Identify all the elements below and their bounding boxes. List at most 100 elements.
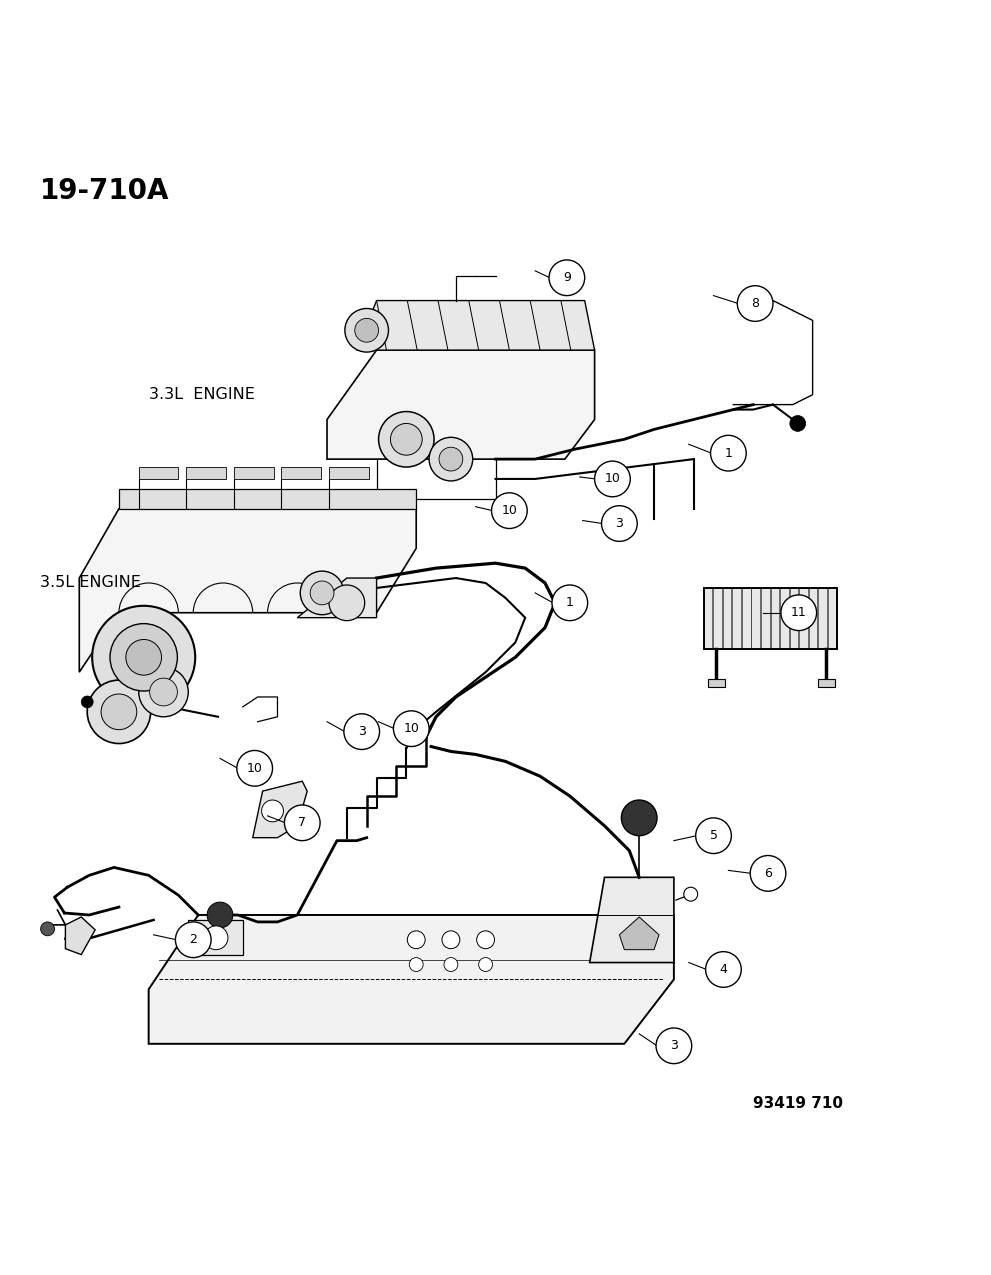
Circle shape (204, 926, 228, 950)
Bar (771, 588, 779, 649)
Text: 1: 1 (566, 597, 574, 609)
Circle shape (750, 856, 786, 891)
Circle shape (126, 640, 162, 676)
Text: 2: 2 (189, 933, 197, 946)
Text: 8: 8 (751, 297, 759, 310)
Text: 93419 710: 93419 710 (753, 1096, 843, 1112)
Circle shape (621, 799, 657, 835)
Circle shape (781, 595, 817, 631)
Circle shape (390, 423, 422, 455)
Bar (329, 467, 369, 479)
Bar (819, 588, 827, 649)
Circle shape (300, 571, 344, 615)
Circle shape (379, 412, 434, 467)
Text: 3.3L  ENGINE: 3.3L ENGINE (149, 388, 255, 402)
Circle shape (602, 506, 637, 542)
Text: 10: 10 (247, 761, 263, 775)
Text: 6: 6 (764, 867, 772, 880)
Circle shape (393, 711, 429, 746)
Circle shape (262, 799, 283, 822)
Text: 10: 10 (605, 473, 620, 486)
Circle shape (790, 416, 806, 431)
Circle shape (41, 922, 55, 936)
Circle shape (595, 462, 630, 497)
Text: 19-710A: 19-710A (40, 177, 169, 205)
Circle shape (429, 437, 473, 481)
Bar (704, 588, 713, 649)
Circle shape (442, 931, 460, 949)
Bar (827, 588, 836, 649)
Bar (281, 467, 321, 479)
Circle shape (92, 606, 195, 709)
Circle shape (684, 887, 698, 901)
Bar (722, 588, 731, 649)
Text: 3: 3 (358, 725, 366, 738)
Polygon shape (590, 877, 674, 963)
Circle shape (444, 958, 458, 972)
Circle shape (479, 958, 493, 972)
Polygon shape (79, 509, 416, 672)
Polygon shape (253, 782, 307, 838)
Polygon shape (619, 917, 659, 950)
Circle shape (696, 817, 731, 853)
Circle shape (310, 581, 334, 604)
Bar (790, 588, 799, 649)
Text: 1: 1 (724, 446, 732, 460)
Bar (234, 467, 274, 479)
Circle shape (706, 951, 741, 987)
Bar (818, 680, 835, 687)
Bar (751, 588, 760, 649)
Text: 3: 3 (670, 1039, 678, 1052)
Circle shape (110, 623, 177, 691)
Circle shape (344, 714, 380, 750)
Circle shape (87, 680, 151, 743)
Bar (188, 921, 243, 955)
Circle shape (284, 805, 320, 840)
Circle shape (207, 903, 233, 928)
Text: 5: 5 (710, 829, 717, 843)
Polygon shape (119, 488, 416, 509)
Bar (742, 588, 750, 649)
Text: 3.5L ENGINE: 3.5L ENGINE (40, 575, 141, 590)
Bar (732, 588, 741, 649)
Circle shape (329, 585, 365, 621)
Circle shape (477, 931, 495, 949)
Circle shape (139, 667, 188, 717)
Bar (799, 588, 808, 649)
Circle shape (549, 260, 585, 296)
Circle shape (492, 493, 527, 529)
Circle shape (175, 922, 211, 958)
Bar (809, 588, 818, 649)
Circle shape (439, 448, 463, 470)
Circle shape (345, 309, 388, 352)
Bar (704, 588, 837, 649)
Bar (761, 588, 770, 649)
Circle shape (150, 678, 177, 706)
Polygon shape (149, 915, 674, 1044)
Text: 4: 4 (719, 963, 727, 975)
Text: 9: 9 (563, 272, 571, 284)
Polygon shape (327, 351, 595, 459)
Polygon shape (65, 917, 95, 955)
Bar (186, 467, 226, 479)
Circle shape (711, 435, 746, 470)
Polygon shape (297, 578, 377, 617)
Circle shape (355, 319, 379, 342)
Circle shape (656, 1028, 692, 1063)
Circle shape (407, 931, 425, 949)
Circle shape (101, 694, 137, 729)
Circle shape (81, 696, 93, 708)
Text: 11: 11 (791, 606, 807, 620)
Circle shape (409, 958, 423, 972)
Circle shape (552, 585, 588, 621)
Text: 3: 3 (615, 518, 623, 530)
Bar (780, 588, 789, 649)
Circle shape (237, 751, 273, 787)
Text: 7: 7 (298, 816, 306, 829)
Text: 10: 10 (403, 722, 419, 736)
Polygon shape (357, 301, 595, 351)
Circle shape (737, 286, 773, 321)
Bar (139, 467, 178, 479)
Bar (708, 680, 725, 687)
Bar (714, 588, 721, 649)
